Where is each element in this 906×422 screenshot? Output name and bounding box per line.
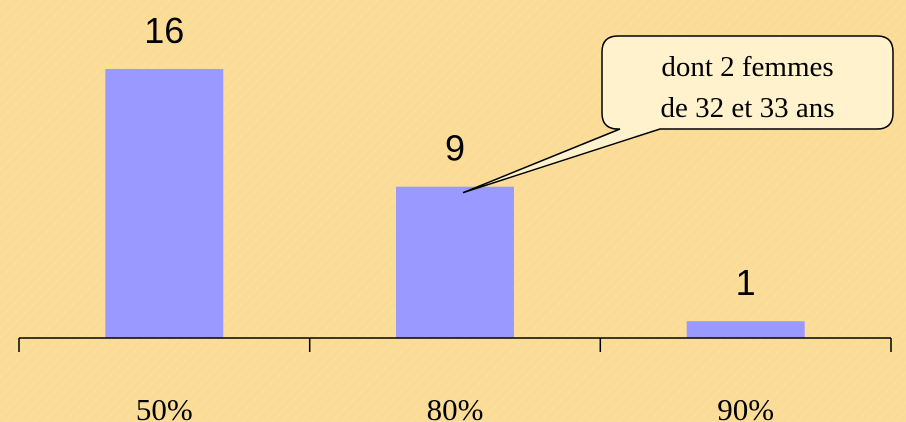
callout-bubble <box>462 35 894 194</box>
x-tick-label-50: 50% <box>136 392 193 422</box>
bar-90 <box>686 321 805 338</box>
x-tick-label-80: 80% <box>427 392 484 422</box>
callout-text-line-2: de 32 et 33 ans <box>661 92 835 124</box>
callout-text-line-1: dont 2 femmes <box>661 51 833 83</box>
x-tick-label-90: 90% <box>717 392 774 422</box>
annotation-callout: dont 2 femmes de 32 et 33 ans <box>462 35 894 194</box>
data-label-90: 1 <box>736 262 756 303</box>
data-label-80: 9 <box>445 128 465 169</box>
bar-50 <box>105 69 224 338</box>
data-label-50: 16 <box>144 10 184 51</box>
bar-80 <box>396 186 514 338</box>
x-axis: 50% 80% 90% <box>18 337 892 422</box>
